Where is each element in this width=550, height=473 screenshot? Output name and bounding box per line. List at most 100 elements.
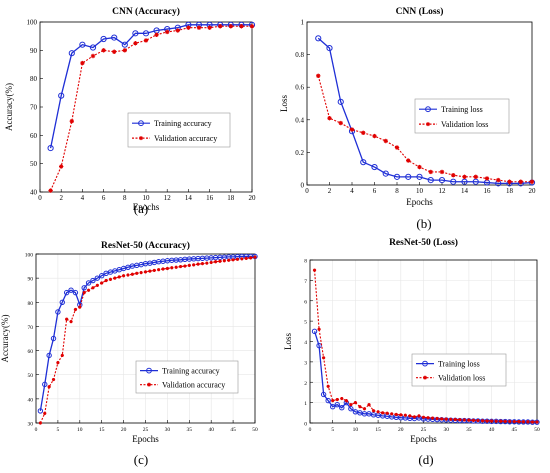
validation-data-point <box>108 277 113 281</box>
validation-data-point <box>95 283 99 287</box>
training-data-point <box>438 177 446 184</box>
training-data-point <box>89 44 97 51</box>
legend-validation-marker <box>147 382 151 387</box>
panel-label: (c) <box>134 452 148 467</box>
validation-data-point <box>244 256 248 260</box>
y-tick-label: 0.2 <box>295 149 304 157</box>
legend-training-label: Training accuracy <box>154 119 212 128</box>
validation-data-point <box>222 259 226 263</box>
legend-validation-label: Validation accuracy <box>162 381 225 390</box>
validation-data-point <box>59 164 64 169</box>
training-data-point <box>132 30 139 37</box>
validation-data-point <box>48 188 53 193</box>
validation-data-point <box>312 268 317 272</box>
validation-data-point <box>458 418 462 422</box>
y-tick-label: 30 <box>28 422 34 428</box>
training-data-point <box>121 41 128 48</box>
validation-data-point <box>154 32 159 37</box>
validation-data-point <box>143 270 148 274</box>
validation-series-line <box>50 25 252 191</box>
validation-data-point <box>412 415 417 419</box>
validation-data-point <box>440 417 444 421</box>
y-tick-label: 0.6 <box>295 84 304 92</box>
validation-data-point <box>86 288 91 292</box>
validation-data-point <box>130 272 134 276</box>
validation-data-point <box>317 327 321 331</box>
x-tick-label: 10 <box>416 187 424 195</box>
x-tick-label: 35 <box>466 427 472 433</box>
validation-data-point <box>117 275 121 279</box>
validation-data-point <box>148 269 152 273</box>
validation-data-point <box>175 28 180 33</box>
y-tick-label: 90 <box>30 47 38 55</box>
x-tick-label: 10 <box>143 194 151 202</box>
validation-data-point <box>480 419 485 423</box>
validation-data-point <box>490 419 494 423</box>
validation-data-point <box>170 266 174 270</box>
legend-validation-marker <box>426 122 430 127</box>
legend-box <box>414 98 510 134</box>
validation-data-point <box>157 268 161 272</box>
validation-data-point <box>485 419 489 423</box>
validation-data-point <box>65 317 69 321</box>
validation-data-point <box>126 273 130 277</box>
training-data-point <box>472 178 479 185</box>
validation-data-point <box>101 48 106 53</box>
x-tick-label: 14 <box>461 187 469 195</box>
validation-data-point <box>90 53 96 59</box>
legend-training-label: Training accuracy <box>162 367 220 376</box>
y-tick-label: 80 <box>28 301 34 307</box>
chart-title: ResNet-50 (Loss) <box>389 237 458 248</box>
validation-data-point <box>385 411 389 415</box>
validation-data-point <box>467 418 471 422</box>
validation-data-point <box>426 416 430 420</box>
legend-training-marker <box>146 367 152 374</box>
validation-data-point <box>529 179 535 184</box>
validation-data-point <box>507 179 512 184</box>
x-tick-label: 2 <box>328 187 332 195</box>
validation-data-point <box>165 29 170 35</box>
y-tick-label: 0 <box>304 422 307 428</box>
training-data-point <box>90 277 96 284</box>
validation-data-point <box>104 278 108 283</box>
validation-data-point <box>51 377 56 382</box>
x-axis-label: Epochs <box>406 197 433 207</box>
validation-data-point <box>417 414 421 418</box>
validation-data-point <box>112 49 117 54</box>
x-tick-label: 2 <box>59 194 63 202</box>
training-data-point <box>348 406 354 412</box>
x-tick-label: 40 <box>208 427 214 433</box>
validation-series-line <box>39 256 256 424</box>
training-data-point <box>311 328 318 335</box>
training-data-point <box>325 397 331 404</box>
validation-data-point <box>376 410 380 414</box>
validation-data-point <box>139 270 143 275</box>
y-tick-label: 60 <box>30 132 38 140</box>
validation-data-point <box>421 415 426 419</box>
validation-data-point <box>56 361 60 365</box>
y-tick-label: 40 <box>28 397 34 403</box>
x-tick-label: 15 <box>99 427 105 433</box>
validation-data-point <box>200 262 205 266</box>
x-tick-label: 16 <box>484 187 492 195</box>
legend-validation-marker <box>139 136 143 141</box>
chart-title: CNN (Loss) <box>396 6 444 17</box>
validation-data-point <box>383 138 388 144</box>
validation-data-point <box>240 257 244 261</box>
validation-data-point <box>344 398 348 403</box>
x-tick-label: 20 <box>398 427 404 433</box>
x-tick-label: 30 <box>443 427 449 433</box>
validation-data-point <box>43 411 47 415</box>
legend-box <box>127 112 231 148</box>
validation-data-point <box>73 307 78 312</box>
validation-data-point <box>60 353 64 357</box>
validation-data-point <box>239 24 244 29</box>
x-tick-label: 0 <box>309 427 312 433</box>
validation-data-point <box>78 305 82 309</box>
y-tick-label: 6 <box>304 299 307 305</box>
validation-data-point <box>471 418 476 422</box>
x-tick-label: 15 <box>375 427 381 433</box>
validation-data-point <box>205 261 209 265</box>
x-tick-label: 50 <box>534 427 540 433</box>
